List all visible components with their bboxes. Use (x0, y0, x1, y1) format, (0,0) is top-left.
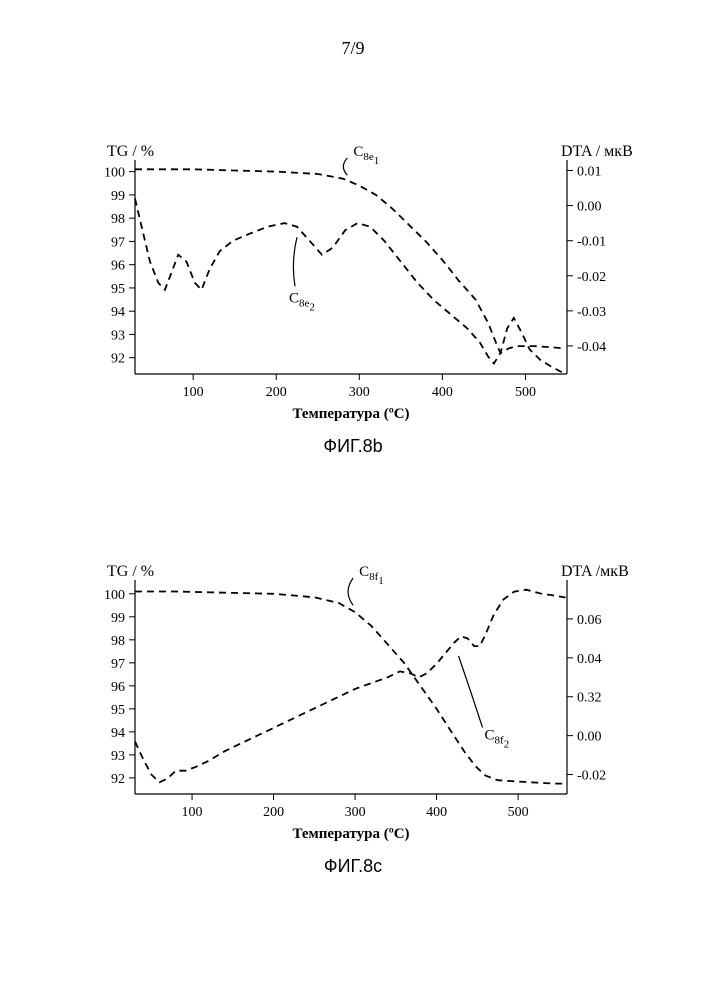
svg-text:0.04: 0.04 (577, 652, 602, 667)
svg-text:94: 94 (111, 726, 125, 741)
svg-text:500: 500 (515, 385, 536, 400)
svg-text:0.32: 0.32 (577, 691, 602, 706)
svg-text:-0.04: -0.04 (577, 340, 606, 355)
svg-text:99: 99 (111, 611, 125, 626)
svg-text:400: 400 (426, 805, 447, 820)
y-right-label: DTA / мкВ (561, 143, 633, 160)
svg-text:100: 100 (182, 805, 203, 820)
svg-text:100: 100 (104, 166, 125, 181)
chart-svg-b: 100 200 300 400 500 92 93 94 95 96 97 98 99 100 -0.04 -… (73, 140, 633, 430)
curve-label: C8f1 (359, 564, 384, 587)
svg-text:97: 97 (111, 235, 125, 250)
y-left-label: TG / % (107, 563, 154, 580)
svg-text:99: 99 (111, 189, 125, 204)
svg-text:300: 300 (345, 805, 366, 820)
svg-text:96: 96 (111, 680, 125, 695)
curve-label: C8e2 (289, 290, 315, 313)
x-axis-label: Температура (ºС) (292, 406, 409, 422)
svg-text:95: 95 (111, 282, 125, 297)
svg-text:0.01: 0.01 (577, 165, 602, 180)
svg-text:95: 95 (111, 703, 125, 718)
svg-text:93: 93 (111, 328, 125, 343)
x-axis-label: Температура (ºС) (292, 826, 409, 842)
svg-text:-0.02: -0.02 (577, 270, 606, 285)
svg-text:200: 200 (266, 385, 287, 400)
svg-text:98: 98 (111, 212, 125, 227)
svg-text:100: 100 (104, 588, 125, 603)
curve-C8e2 (135, 199, 565, 374)
curve-label: C8e1 (353, 144, 379, 167)
svg-text:-0.01: -0.01 (577, 235, 606, 250)
svg-text:100: 100 (183, 385, 204, 400)
svg-text:94: 94 (111, 305, 125, 320)
svg-text:0.00: 0.00 (577, 200, 602, 215)
svg-text:92: 92 (111, 772, 125, 787)
curve-C8f2 (135, 590, 565, 783)
chart-fig-8b: 100 200 300 400 500 92 93 94 95 96 97 98 99 100 -0.04 -… (73, 140, 633, 457)
svg-text:98: 98 (111, 634, 125, 649)
svg-text:-0.02: -0.02 (577, 769, 606, 784)
y-right-label: DTA /мкВ (561, 563, 629, 580)
svg-text:92: 92 (111, 352, 125, 367)
svg-text:-0.03: -0.03 (577, 305, 606, 320)
curve-C8f1 (135, 592, 565, 784)
chart-svg-c: 100 200 300 400 500 92 93 94 95 96 97 98 99 100 -0.02 0… (73, 560, 633, 850)
svg-text:96: 96 (111, 259, 125, 274)
curve-label: C8f2 (485, 728, 510, 751)
svg-text:400: 400 (432, 385, 453, 400)
svg-text:93: 93 (111, 749, 125, 764)
caption-fig-8c: ФИГ.8c (73, 856, 633, 877)
chart-fig-8c: 100 200 300 400 500 92 93 94 95 96 97 98 99 100 -0.02 0… (73, 560, 633, 877)
y-left-label: TG / % (107, 143, 154, 160)
svg-text:300: 300 (349, 385, 370, 400)
svg-text:0.00: 0.00 (577, 730, 602, 745)
svg-text:0.06: 0.06 (577, 613, 602, 628)
curve-C8e1 (135, 169, 565, 353)
svg-text:200: 200 (263, 805, 284, 820)
caption-fig-8b: ФИГ.8b (73, 436, 633, 457)
page-number: 7/9 (0, 38, 706, 59)
svg-text:97: 97 (111, 657, 125, 672)
svg-text:500: 500 (508, 805, 529, 820)
